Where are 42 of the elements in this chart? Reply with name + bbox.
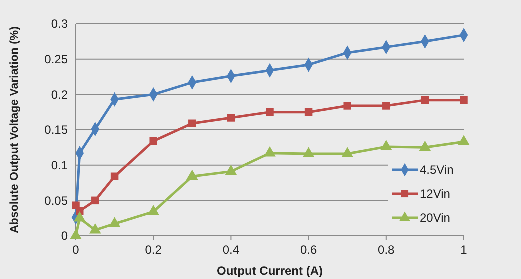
y-tick-label: 0.25 xyxy=(44,52,68,67)
y-tick-label: 0.3 xyxy=(51,17,68,32)
point xyxy=(342,147,354,158)
legend-label: 4.5Vin xyxy=(420,163,454,178)
x-tick-label: 0.4 xyxy=(222,243,240,257)
point xyxy=(458,135,470,146)
point xyxy=(148,205,160,216)
point xyxy=(382,102,390,110)
point xyxy=(264,146,276,157)
point xyxy=(225,164,238,176)
y-tick-label: 0.05 xyxy=(44,194,68,208)
x-tick-label: 1 xyxy=(460,243,468,257)
point xyxy=(227,114,236,122)
point xyxy=(186,170,198,180)
x-tick-label: 0.2 xyxy=(145,243,162,257)
y-tick-label: 0.15 xyxy=(44,123,68,138)
point xyxy=(304,108,313,116)
point xyxy=(380,140,392,150)
point xyxy=(419,140,432,152)
x-tick-label: 0.8 xyxy=(378,243,396,257)
legend-label: 12Vin xyxy=(420,187,450,202)
y-tick-label: 0 xyxy=(61,229,68,244)
y-tick-label: 0.1 xyxy=(51,158,68,173)
point xyxy=(188,120,196,128)
point xyxy=(110,172,119,181)
point xyxy=(344,102,352,110)
x-tick-label: 0 xyxy=(72,243,80,257)
point xyxy=(108,217,121,228)
point xyxy=(421,96,430,104)
y-tick-label: 0.2 xyxy=(51,88,68,102)
point xyxy=(92,196,100,205)
point xyxy=(70,229,82,240)
point xyxy=(266,108,274,116)
point xyxy=(302,147,315,158)
point xyxy=(460,96,468,104)
point xyxy=(74,212,86,222)
x-axis-title: Output Current (A) xyxy=(217,264,323,278)
point xyxy=(150,137,158,146)
y-axis-title: Absolute Output Voltage Variation (%) xyxy=(9,26,21,234)
point xyxy=(90,224,102,234)
x-tick-label: 0.6 xyxy=(300,243,318,257)
legend-label: 20Vin xyxy=(420,211,450,226)
